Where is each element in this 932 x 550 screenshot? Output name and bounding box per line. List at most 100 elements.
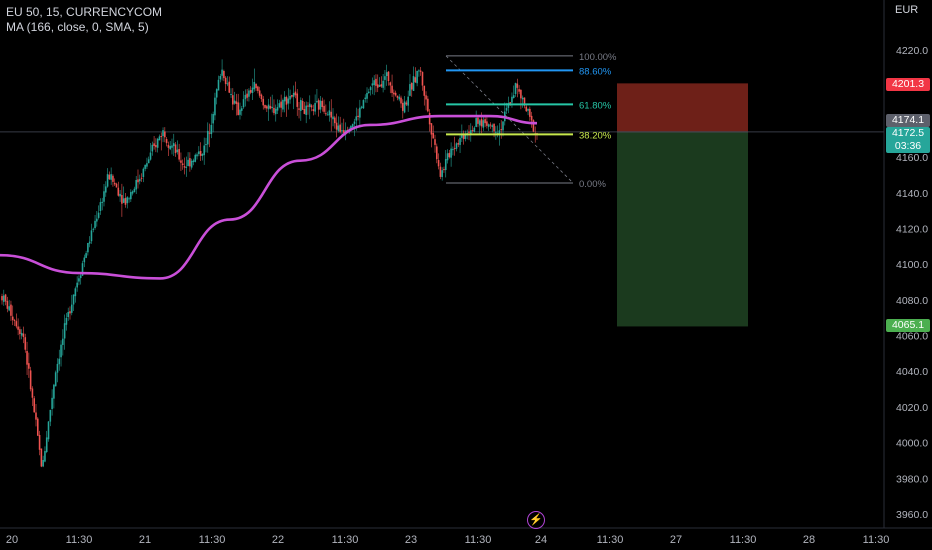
candle-body [489,124,492,126]
candle-body [38,434,41,450]
candle-body [264,104,266,108]
candle-body [364,97,367,100]
candle-body [90,230,93,242]
candle-body [51,397,53,410]
candle-body [423,85,426,96]
candle-body [233,100,236,104]
candle-body [378,85,381,87]
candle-body [128,198,130,200]
candle-body [194,154,197,162]
candle-body [507,102,510,108]
candle-body [516,83,519,88]
candle-body [493,123,495,132]
candle-body [389,82,392,86]
candle-body [317,100,320,110]
candle-body [74,288,77,297]
candle-body [387,71,390,81]
candle-body [514,83,517,95]
x-tick-label: 11:30 [730,534,757,546]
candle-body [169,146,171,150]
candle-body [434,139,436,145]
x-tick-label: 22 [272,534,284,546]
candle-body [137,179,139,183]
candle-body [199,150,202,156]
x-tick-label: 11:30 [332,534,359,546]
currency-label[interactable]: EUR [895,4,919,16]
candle-body [267,104,270,110]
y-tick-label: 3980.0 [896,473,928,485]
candle-body [527,108,529,111]
target-price-tag: 4065.1 [886,319,930,332]
candle-body [42,459,44,467]
candle-body [165,139,168,144]
symbol-legend[interactable]: EU 50, 15, CURRENCYCOM [6,5,163,19]
candle-body [511,96,513,103]
candle-body [203,145,205,156]
candle-body [35,412,37,420]
candle-body [189,158,191,167]
candle-body [44,451,46,462]
candle-body [342,130,345,133]
candle-body [278,103,281,108]
candle-body [271,106,273,108]
candle-body [305,105,307,115]
candle-body [196,154,198,157]
x-tick-label: 20 [6,534,18,546]
candle-body [274,108,277,115]
candle-body [446,153,449,161]
candle-body [92,228,95,230]
candle-body [464,134,467,139]
candle-body [138,179,141,182]
candle-body [529,108,531,117]
candle-body [498,130,501,134]
fib-level-label: 38.20% [579,130,612,141]
candle-body [70,304,73,313]
candle-body [253,81,256,90]
candle-body [373,80,375,86]
x-tick-label: 11:30 [863,534,890,546]
y-tick-label: 4220.0 [896,45,928,57]
candle-body [532,120,535,132]
candle-body [131,191,134,194]
lightning-icon[interactable]: ⚡ [527,511,545,529]
candle-body [104,186,107,193]
candle-body [56,363,59,373]
x-tick-label: 11:30 [465,534,492,546]
candle-body [115,183,118,188]
candle-body [362,100,365,109]
candle-body [156,138,159,148]
candle-body [403,101,406,113]
candle-body [435,146,438,160]
candle-body [94,220,96,229]
candle-body [334,117,336,124]
candle-body [72,294,75,305]
candle-body [400,97,402,104]
candle-body [457,143,460,145]
candle-body [521,97,524,100]
candle-body [502,121,504,131]
candle-body [232,95,234,105]
candle-body [326,114,329,116]
candle-body [160,136,163,138]
candle-body [99,202,102,211]
candle-body [505,108,508,111]
candle-body [366,92,368,99]
candle-body [412,76,415,91]
candle-body [475,118,477,127]
candle-body [482,120,485,128]
ma-legend[interactable]: MA (166, close, 0, SMA, 5) [6,20,149,34]
candle-body [469,130,472,134]
candle-body [308,103,311,107]
candle-body [402,102,404,111]
candle-body [155,144,157,148]
candle-body [97,212,100,218]
chart-legend: EU 50, 15, CURRENCYCOM MA (166, close, 0… [6,5,162,35]
candle-body [391,85,393,93]
x-tick-label: 23 [405,534,417,546]
candle-body [36,418,39,436]
candle-body [147,159,150,164]
candle-body [487,124,490,127]
candle-body [142,168,145,177]
